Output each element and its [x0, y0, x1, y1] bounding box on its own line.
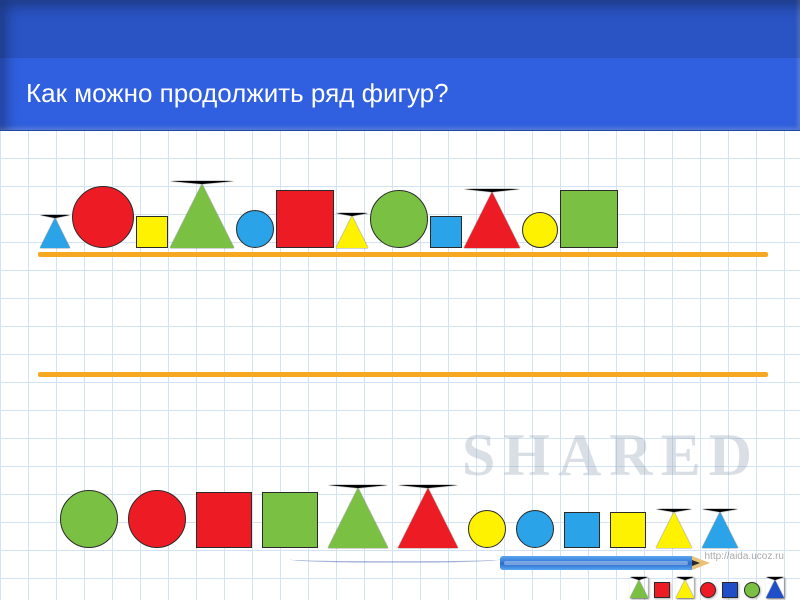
triangle-shape — [170, 181, 234, 248]
shape-row — [60, 488, 748, 548]
shape-row — [40, 184, 620, 248]
circle-shape — [60, 490, 118, 548]
circle-shape — [700, 582, 716, 598]
square-shape — [610, 512, 646, 548]
separator-line — [38, 372, 768, 377]
square-shape — [654, 582, 670, 598]
triangle-shape — [656, 509, 692, 548]
circle-shape — [236, 210, 274, 248]
pencil-body — [500, 556, 692, 570]
watermark-text: SHARED — [462, 421, 760, 490]
circle-shape — [744, 582, 760, 598]
footer-shapes-row — [630, 577, 786, 598]
pencil-icon — [500, 554, 710, 572]
circle-shape — [72, 186, 134, 248]
separator-line — [38, 252, 768, 257]
triangle-shape — [40, 215, 70, 248]
source-url-text: http://aida.ucoz.ru — [705, 551, 785, 562]
square-shape — [430, 216, 462, 248]
circle-shape — [468, 510, 506, 548]
square-shape — [564, 512, 600, 548]
triangle-shape — [766, 577, 784, 598]
triangle-shape — [328, 485, 388, 548]
square-shape — [722, 582, 738, 598]
square-shape — [276, 190, 334, 248]
slide-title: Как можно продолжить ряд фигур? — [26, 78, 449, 109]
square-shape — [196, 492, 252, 548]
square-shape — [560, 190, 618, 248]
header-bar: Как можно продолжить ряд фигур? — [0, 0, 800, 131]
triangle-shape — [676, 577, 694, 598]
triangle-shape — [336, 213, 368, 248]
pencil-trail — [290, 556, 500, 563]
triangle-shape — [398, 485, 458, 548]
square-shape — [262, 492, 318, 548]
triangle-shape — [702, 509, 738, 548]
circle-shape — [522, 212, 558, 248]
circle-shape — [370, 190, 428, 248]
circle-shape — [128, 490, 186, 548]
header-dark-strip — [0, 0, 800, 58]
circle-shape — [516, 510, 554, 548]
triangle-shape — [464, 189, 520, 248]
slide: Как можно продолжить ряд фигур? SHARED h… — [0, 0, 800, 600]
square-shape — [136, 216, 168, 248]
triangle-shape — [630, 577, 648, 598]
